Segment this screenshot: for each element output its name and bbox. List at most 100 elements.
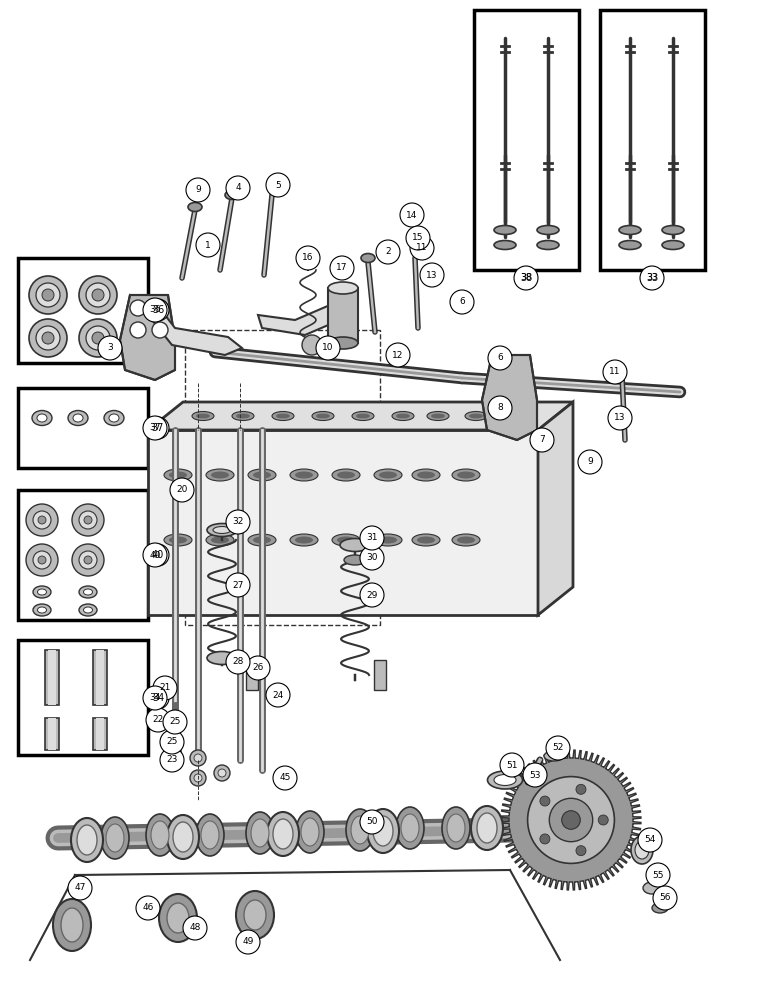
Polygon shape bbox=[30, 870, 560, 1000]
Ellipse shape bbox=[477, 813, 497, 843]
Ellipse shape bbox=[207, 524, 237, 536]
Text: 26: 26 bbox=[252, 664, 264, 672]
Ellipse shape bbox=[236, 414, 250, 418]
Text: 37: 37 bbox=[149, 424, 161, 432]
Ellipse shape bbox=[104, 410, 124, 426]
Ellipse shape bbox=[442, 807, 470, 849]
Circle shape bbox=[147, 417, 169, 439]
Ellipse shape bbox=[83, 589, 93, 595]
Circle shape bbox=[72, 504, 104, 536]
Ellipse shape bbox=[290, 469, 318, 481]
Circle shape bbox=[190, 750, 206, 766]
Circle shape bbox=[143, 543, 167, 567]
Polygon shape bbox=[501, 750, 641, 890]
Bar bbox=[45, 718, 59, 750]
Ellipse shape bbox=[206, 534, 234, 546]
Circle shape bbox=[360, 526, 384, 550]
Circle shape bbox=[488, 346, 512, 370]
Text: 34: 34 bbox=[152, 693, 164, 703]
Circle shape bbox=[302, 335, 322, 355]
Ellipse shape bbox=[101, 817, 129, 859]
Ellipse shape bbox=[374, 469, 402, 481]
Circle shape bbox=[33, 551, 51, 569]
Ellipse shape bbox=[312, 412, 334, 420]
Text: 56: 56 bbox=[659, 894, 671, 902]
Circle shape bbox=[546, 736, 570, 760]
Ellipse shape bbox=[662, 240, 684, 249]
Ellipse shape bbox=[71, 818, 103, 862]
Ellipse shape bbox=[344, 555, 366, 565]
Text: 20: 20 bbox=[176, 486, 188, 494]
Circle shape bbox=[194, 754, 202, 762]
Polygon shape bbox=[538, 402, 573, 615]
Ellipse shape bbox=[469, 414, 483, 418]
Circle shape bbox=[196, 233, 220, 257]
Circle shape bbox=[160, 748, 184, 772]
Ellipse shape bbox=[151, 821, 169, 849]
Text: 7: 7 bbox=[539, 436, 545, 444]
Text: 15: 15 bbox=[412, 233, 424, 242]
Ellipse shape bbox=[316, 414, 330, 418]
Bar bbox=[96, 718, 104, 750]
Bar bbox=[18, 258, 148, 363]
Ellipse shape bbox=[37, 414, 47, 422]
Ellipse shape bbox=[146, 814, 174, 856]
Text: 10: 10 bbox=[322, 344, 334, 353]
Circle shape bbox=[33, 511, 51, 529]
Circle shape bbox=[514, 266, 538, 290]
Bar bbox=[18, 388, 148, 468]
Text: 6: 6 bbox=[497, 354, 503, 362]
Ellipse shape bbox=[337, 472, 355, 479]
Circle shape bbox=[226, 650, 250, 674]
Text: 36: 36 bbox=[152, 305, 164, 315]
Circle shape bbox=[226, 573, 250, 597]
Ellipse shape bbox=[106, 824, 124, 852]
Ellipse shape bbox=[417, 536, 435, 544]
Text: 34: 34 bbox=[149, 694, 161, 702]
Circle shape bbox=[316, 336, 340, 360]
Circle shape bbox=[29, 319, 67, 357]
Circle shape bbox=[72, 544, 104, 576]
Ellipse shape bbox=[412, 469, 440, 481]
Ellipse shape bbox=[431, 414, 445, 418]
Circle shape bbox=[79, 551, 97, 569]
Text: 25: 25 bbox=[166, 738, 178, 746]
Ellipse shape bbox=[248, 534, 276, 546]
Ellipse shape bbox=[73, 414, 83, 422]
Circle shape bbox=[36, 283, 60, 307]
Circle shape bbox=[143, 686, 167, 710]
Ellipse shape bbox=[361, 253, 375, 262]
Circle shape bbox=[646, 863, 670, 887]
Circle shape bbox=[406, 226, 430, 250]
Ellipse shape bbox=[537, 226, 559, 234]
Ellipse shape bbox=[211, 536, 229, 544]
Ellipse shape bbox=[537, 240, 559, 249]
Circle shape bbox=[86, 326, 110, 350]
Circle shape bbox=[420, 263, 444, 287]
Text: 48: 48 bbox=[189, 924, 201, 932]
Text: 50: 50 bbox=[366, 818, 378, 826]
Text: 12: 12 bbox=[392, 351, 404, 360]
Circle shape bbox=[160, 730, 184, 754]
Ellipse shape bbox=[643, 882, 661, 894]
Ellipse shape bbox=[290, 534, 318, 546]
Text: 32: 32 bbox=[232, 518, 244, 526]
Circle shape bbox=[146, 708, 170, 732]
Text: 17: 17 bbox=[337, 263, 347, 272]
Circle shape bbox=[92, 289, 104, 301]
Bar bbox=[600, 10, 705, 270]
Text: 31: 31 bbox=[366, 534, 378, 542]
Circle shape bbox=[143, 416, 167, 440]
Circle shape bbox=[523, 763, 547, 787]
Circle shape bbox=[400, 203, 424, 227]
Ellipse shape bbox=[169, 472, 187, 479]
Circle shape bbox=[360, 546, 384, 570]
Ellipse shape bbox=[33, 604, 51, 616]
Ellipse shape bbox=[295, 536, 313, 544]
Ellipse shape bbox=[494, 226, 516, 234]
Circle shape bbox=[98, 336, 122, 360]
Ellipse shape bbox=[196, 814, 224, 856]
Ellipse shape bbox=[173, 822, 193, 852]
Circle shape bbox=[450, 290, 474, 314]
Text: 28: 28 bbox=[232, 658, 244, 666]
